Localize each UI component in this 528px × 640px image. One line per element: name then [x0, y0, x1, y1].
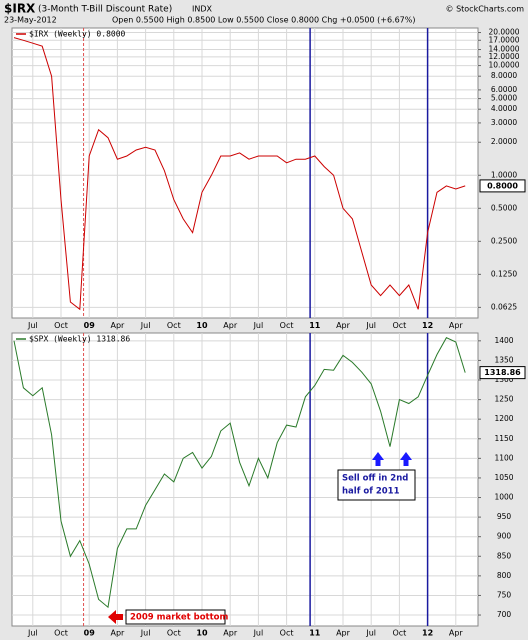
legend-label: $IRX (Weekly) 0.8000 — [29, 30, 126, 39]
y-tick-label: 800 — [497, 571, 512, 580]
y-tick-label: 3.0000 — [491, 118, 517, 127]
x-tick-label: Jul — [27, 321, 38, 330]
x-tick-label: 10 — [196, 629, 208, 638]
arrow — [372, 452, 384, 466]
y-tick-label: 1100 — [494, 453, 513, 462]
y-tick-label: 1000 — [494, 493, 513, 502]
y-tick-label: 17.0000 — [488, 35, 519, 44]
x-tick-label: Oct — [167, 321, 181, 330]
last-value: 1318.86 — [479, 366, 526, 380]
y-tick-label: 4.0000 — [491, 104, 517, 113]
y-tick-label: 10.0000 — [488, 61, 519, 70]
x-tick-label: Apr — [449, 321, 464, 330]
x-tick-label: 10 — [196, 321, 208, 330]
arrow — [108, 610, 123, 624]
series-line — [13, 37, 466, 311]
x-tick-label: Apr — [449, 629, 464, 638]
x-tick-label: Apr — [110, 629, 125, 638]
last-value: 0.8000 — [479, 179, 526, 193]
exchange: INDX — [192, 5, 213, 14]
y-tick-label: 850 — [497, 551, 512, 560]
x-tick-label: Apr — [223, 321, 238, 330]
x-tick-label: Jul — [365, 321, 376, 330]
x-tick-label: 11 — [309, 629, 321, 638]
last-value-box — [479, 179, 526, 193]
date: 23-May-2012 — [4, 16, 57, 25]
y-tick-label: 12.0000 — [488, 52, 519, 61]
x-tick-label: 12 — [422, 629, 433, 638]
y-tick-label: 0.1250 — [491, 269, 517, 278]
x-tick-label: Oct — [392, 321, 406, 330]
y-tick-label: 2.0000 — [491, 137, 517, 146]
y-tick-label: 0.5000 — [491, 203, 517, 212]
x-tick-label: Apr — [110, 321, 125, 330]
x-tick-label: Jul — [27, 629, 38, 638]
y-tick-label: 1350 — [494, 355, 513, 364]
quote: Open 0.5500 High 0.8500 Low 0.5500 Close… — [112, 16, 416, 25]
arrow — [400, 452, 412, 466]
y-tick-label: 1400 — [494, 336, 513, 345]
y-tick-label: 0.2500 — [491, 236, 517, 245]
y-tick-label: 1150 — [494, 434, 513, 443]
y-tick-label: 8.0000 — [491, 71, 517, 80]
y-tick-label: 1050 — [494, 473, 513, 482]
x-tick-label: Apr — [336, 629, 351, 638]
source: © StockCharts.com — [446, 5, 525, 14]
annotation: half of 2011 — [342, 487, 400, 497]
annotation-box — [337, 469, 416, 501]
series-line — [13, 337, 466, 609]
x-tick-label: Oct — [167, 629, 181, 638]
y-tick-label: 1.0000 — [491, 170, 517, 179]
x-tick-label: Apr — [223, 629, 238, 638]
last-value-box — [479, 366, 526, 380]
x-tick-label: Jul — [140, 321, 151, 330]
x-tick-label: 12 — [422, 321, 433, 330]
x-tick-label: 11 — [309, 321, 321, 330]
last-value-label: 1318.86 — [484, 368, 521, 377]
x-tick-label: Oct — [54, 629, 68, 638]
x-tick-label: Jul — [253, 321, 264, 330]
x-tick-label: Oct — [392, 629, 406, 638]
y-tick-label: 700 — [497, 610, 512, 619]
symbol: $IRX — [4, 2, 36, 16]
y-tick-label: 1250 — [494, 395, 513, 404]
last-value-label: 0.8000 — [487, 181, 518, 190]
x-tick-label: Oct — [280, 321, 294, 330]
x-tick-label: 09 — [84, 321, 96, 330]
x-tick-label: Oct — [280, 629, 294, 638]
y-tick-label: 1200 — [494, 414, 513, 423]
y-tick-label: 0.0625 — [491, 302, 517, 311]
x-tick-label: Oct — [54, 321, 68, 330]
x-tick-label: Jul — [140, 629, 151, 638]
legend-label: $SPX (Weekly) 1318.86 — [29, 335, 130, 344]
y-tick-label: 950 — [497, 512, 512, 521]
annotation: Sell off in 2nd — [342, 474, 408, 484]
y-tick-label: 5.0000 — [491, 94, 517, 103]
annotation-box — [125, 609, 226, 625]
x-tick-label: Jul — [365, 629, 376, 638]
x-tick-label: Jul — [253, 629, 264, 638]
y-tick-label: 20.0000 — [488, 28, 519, 37]
annotation: 2009 market bottom — [130, 613, 229, 623]
y-tick-label: 14.0000 — [488, 45, 519, 54]
y-tick-label: 1300 — [494, 375, 513, 384]
security-name: (3-Month T-Bill Discount Rate) — [38, 5, 172, 15]
y-tick-label: 750 — [497, 590, 512, 599]
x-tick-label: 09 — [84, 629, 96, 638]
y-tick-label: 6.0000 — [491, 85, 517, 94]
y-tick-label: 900 — [497, 532, 512, 541]
x-tick-label: Apr — [336, 321, 351, 330]
